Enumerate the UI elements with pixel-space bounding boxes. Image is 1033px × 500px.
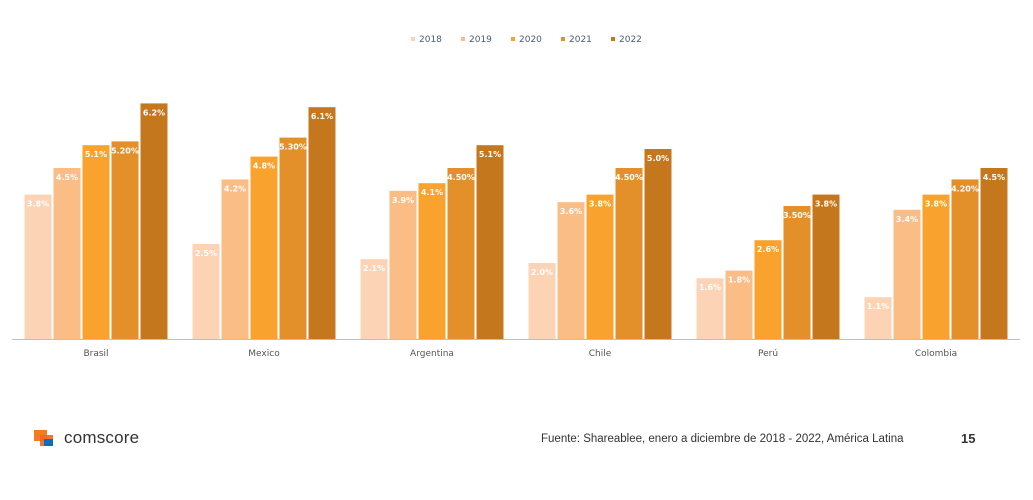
category-label: Colombia (915, 349, 957, 359)
bar (24, 194, 52, 339)
legend-marker (511, 37, 515, 41)
bar (389, 190, 417, 339)
data-label: 4.1% (421, 188, 443, 197)
bar (221, 179, 249, 339)
category-label: Brasil (83, 349, 108, 359)
legend-label: 2021 (569, 35, 592, 45)
data-label: 5.0% (647, 154, 669, 163)
legend-marker (561, 37, 565, 41)
data-label: 3.50% (783, 211, 811, 220)
bar (893, 209, 921, 339)
comscore-logo: comscore (34, 428, 139, 448)
bar (922, 194, 950, 339)
legend-label: 2018 (419, 35, 442, 45)
data-label: 3.4% (896, 215, 918, 224)
bar (864, 297, 892, 339)
data-label: 4.50% (447, 173, 475, 182)
data-label: 6.2% (143, 108, 165, 117)
data-label: 6.1% (311, 112, 333, 121)
bar (192, 244, 220, 339)
data-label: 3.8% (589, 200, 611, 209)
legend-label: 2022 (619, 35, 642, 45)
category-label: Argentina (410, 349, 454, 359)
data-label: 3.8% (815, 200, 837, 209)
data-label: 5.1% (85, 150, 107, 159)
category-label: Mexico (248, 349, 280, 359)
data-label: 4.2% (224, 184, 246, 193)
bar (812, 194, 840, 339)
data-label: 4.20% (951, 184, 979, 193)
data-label: 2.1% (363, 264, 385, 273)
data-label: 4.5% (56, 173, 78, 182)
bar (279, 137, 307, 339)
logo-text: comscore (64, 428, 140, 447)
bar (250, 156, 278, 339)
legend-label: 2019 (469, 35, 492, 45)
data-label: 1.6% (699, 283, 721, 292)
bar (586, 194, 614, 339)
bar (951, 179, 979, 339)
data-label: 5.20% (111, 146, 139, 155)
bar-chart: 2018 2019 2020 2021 2022 3.8% 4.5% 5.1% 5.20% 6.2… (12, 35, 1020, 359)
bar (476, 145, 504, 339)
category-label: Perú (758, 349, 778, 359)
data-label: 4.8% (253, 162, 275, 171)
data-label: 3.8% (925, 200, 947, 209)
bar (447, 168, 475, 339)
bar (783, 206, 811, 339)
bar (557, 202, 585, 339)
legend-marker (461, 37, 465, 41)
data-label: 1.1% (867, 302, 889, 311)
bar (644, 149, 672, 339)
legend-marker (411, 37, 415, 41)
bar (111, 141, 139, 339)
data-label: 2.5% (195, 249, 217, 258)
bar (696, 278, 724, 339)
data-label: 1.8% (728, 276, 750, 285)
page-number: 15 (961, 431, 976, 446)
data-label: 3.6% (560, 207, 582, 216)
data-label: 4.50% (615, 173, 643, 182)
bar (725, 270, 753, 339)
bar (980, 168, 1008, 339)
bar (615, 168, 643, 339)
data-label: 5.30% (279, 143, 307, 152)
bar (82, 145, 110, 339)
legend-label: 2020 (519, 35, 542, 45)
data-label: 3.8% (27, 200, 49, 209)
category-label: Chile (589, 349, 612, 359)
data-label: 3.9% (392, 196, 414, 205)
data-label: 2.0% (531, 268, 553, 277)
data-label: 4.5% (983, 173, 1005, 182)
legend-marker (611, 37, 615, 41)
bar (754, 240, 782, 339)
bar (528, 263, 556, 339)
bar (53, 168, 81, 339)
bar (360, 259, 388, 339)
source-note: Fuente: Shareablee, enero a diciembre de… (541, 433, 904, 445)
bar (140, 103, 168, 340)
data-label: 5.1% (479, 150, 501, 159)
data-label: 2.6% (757, 245, 779, 254)
bar (308, 107, 336, 339)
bar (418, 183, 446, 339)
comscore-logo-icon (34, 429, 56, 447)
